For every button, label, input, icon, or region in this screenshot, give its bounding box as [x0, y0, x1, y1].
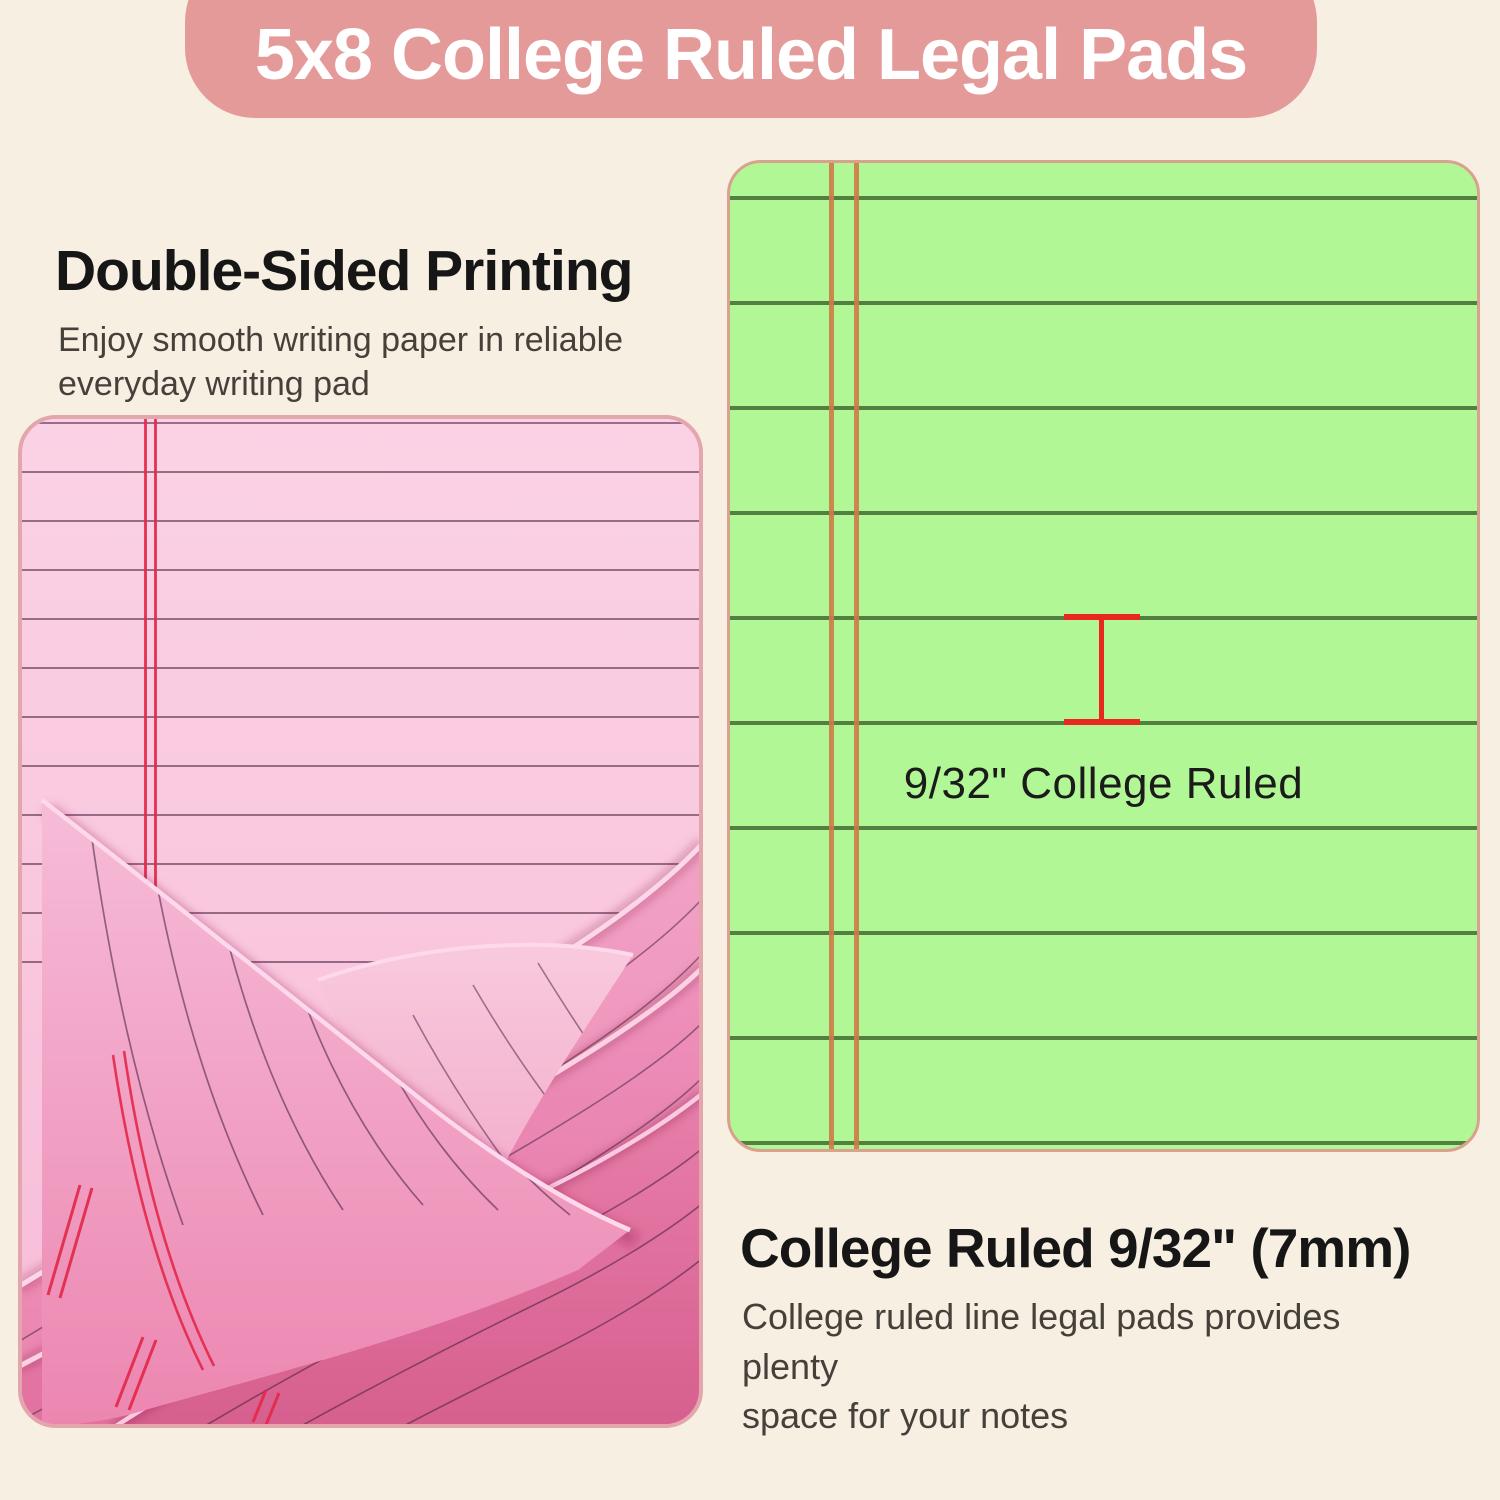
bottom-description-line-2: space for your notes	[742, 1395, 1069, 1437]
pink-pad-curled-pages-illustration	[22, 419, 699, 1424]
bottom-description-line-1: College ruled line legal pads provides p…	[742, 1296, 1341, 1387]
line-spacing-marker-bottom-bar	[1064, 719, 1140, 725]
line-spacing-marker-top-bar	[1064, 614, 1140, 620]
curled-page-wing	[42, 800, 630, 1424]
title-banner: 5x8 College Ruled Legal Pads	[185, 0, 1317, 118]
line-spacing-marker-stem	[1099, 619, 1104, 723]
green-pad-margin-line-2	[854, 163, 859, 1149]
curled-page-small	[318, 944, 633, 1230]
pink-pad-ruled-lines	[22, 422, 699, 963]
bottom-left-margin-accents	[46, 1184, 281, 1424]
left-description-line-2: everyday writing pad	[58, 365, 370, 404]
bottom-section-heading: College Ruled 9/32" (7mm)	[740, 1217, 1411, 1279]
bottom-section-description: College ruled line legal pads provides p…	[742, 1292, 1442, 1441]
small-page-edge-highlight	[317, 942, 634, 982]
green-pad-margin-line-1	[829, 163, 834, 1149]
wing-edge-highlight	[40, 798, 631, 1233]
wing-margin-lines	[111, 1050, 216, 1371]
left-section-description: Enjoy smooth writing paper in reliable e…	[58, 318, 678, 406]
green-legal-pad: 9/32" College Ruled	[727, 160, 1480, 1152]
left-description-line-1: Enjoy smooth writing paper in reliable	[58, 321, 624, 359]
pink-legal-pad	[18, 415, 703, 1428]
left-section-heading: Double-Sided Printing	[55, 239, 633, 303]
green-pad-label: 9/32" College Ruled	[903, 759, 1304, 808]
page-title: 5x8 College Ruled Legal Pads	[254, 15, 1248, 95]
